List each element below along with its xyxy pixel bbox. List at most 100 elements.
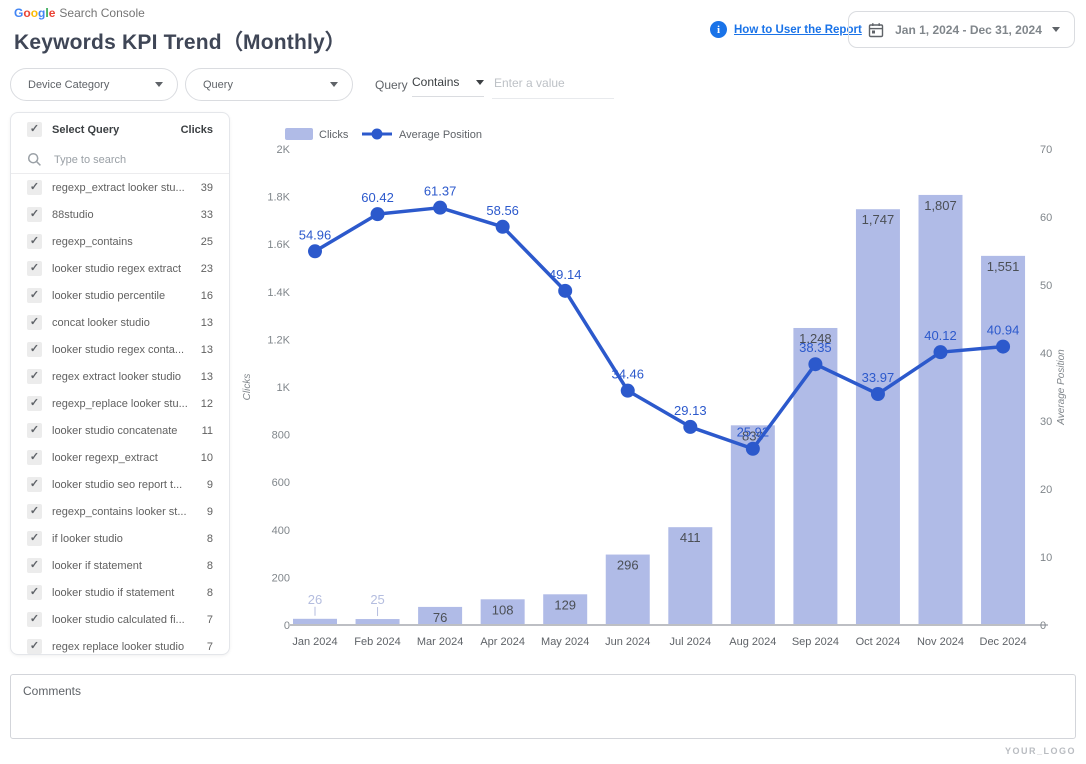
bar-may-2024[interactable] — [543, 594, 588, 625]
clicks-count: 23 — [200, 262, 213, 275]
info-icon[interactable]: i — [710, 21, 727, 38]
query-list-item[interactable]: ✓ if looker studio 8 — [11, 525, 229, 552]
bar-jan-2024[interactable] — [293, 618, 337, 625]
query-list-item[interactable]: ✓ looker studio percentile 16 — [11, 282, 229, 309]
item-checkbox[interactable]: ✓ — [27, 369, 42, 384]
bar-dec-2024[interactable] — [981, 255, 1026, 625]
line-value-label: 58.56 — [486, 203, 519, 218]
select-query-panel: ✓ Select Query Clicks ✓ regexp_extract lo… — [10, 112, 230, 655]
contains-operator-select[interactable]: Contains — [412, 68, 484, 97]
bar-oct-2024[interactable] — [855, 209, 900, 625]
item-checkbox[interactable]: ✓ — [27, 477, 42, 492]
bar-jun-2024[interactable] — [605, 554, 650, 625]
bar-value-label: 1,747 — [862, 212, 895, 227]
chevron-down-icon — [155, 82, 163, 87]
line-point-feb-2024[interactable] — [370, 207, 385, 222]
watermark-text: YOUR_LOGO — [1004, 746, 1076, 756]
google-search-console-logo: Google Search Console — [14, 6, 145, 20]
line-value-label: 60.42 — [361, 190, 394, 205]
query-label: looker studio calculated fi... — [52, 613, 185, 626]
item-checkbox[interactable]: ✓ — [27, 423, 42, 438]
item-checkbox[interactable]: ✓ — [27, 585, 42, 600]
query-list-item[interactable]: ✓ looker regexp_extract 10 — [11, 444, 229, 471]
line-value-label: 25.92 — [737, 425, 770, 440]
left-axis-tick: 1.8K — [267, 192, 290, 204]
line-point-jan-2024[interactable] — [308, 244, 322, 259]
item-checkbox[interactable]: ✓ — [27, 531, 42, 546]
bar-jul-2024[interactable] — [668, 527, 713, 625]
bar-value-label: 296 — [617, 558, 639, 573]
line-point-jun-2024[interactable] — [620, 383, 635, 398]
bar-feb-2024[interactable] — [355, 619, 400, 625]
legend-clicks-label: Clicks — [319, 129, 349, 141]
select-all-checkbox[interactable]: ✓ — [27, 122, 42, 137]
query-label: 88studio — [52, 208, 94, 221]
clicks-count: 8 — [206, 559, 213, 572]
query-filter-dropdown[interactable]: Query — [185, 68, 353, 101]
clicks-count: 39 — [200, 181, 213, 194]
item-checkbox[interactable]: ✓ — [27, 450, 42, 465]
item-checkbox[interactable]: ✓ — [27, 342, 42, 357]
clicks-count: 25 — [200, 235, 213, 248]
bar-sep-2024[interactable] — [793, 327, 838, 625]
left-axis-tick: 2K — [277, 144, 291, 156]
query-label: looker if statement — [52, 559, 142, 572]
line-point-jul-2024[interactable] — [683, 419, 698, 434]
line-value-label: 54.96 — [299, 227, 332, 242]
query-list-item[interactable]: ✓ regexp_replace looker stu... 12 — [11, 390, 229, 417]
line-point-aug-2024[interactable] — [745, 441, 760, 456]
item-checkbox[interactable]: ✓ — [27, 504, 42, 519]
line-point-mar-2024[interactable] — [433, 200, 448, 215]
item-checkbox[interactable]: ✓ — [27, 180, 42, 195]
item-checkbox[interactable]: ✓ — [27, 288, 42, 303]
clicks-count: 11 — [201, 424, 213, 437]
item-checkbox[interactable]: ✓ — [27, 207, 42, 222]
item-checkbox[interactable]: ✓ — [27, 261, 42, 276]
bar-nov-2024[interactable] — [918, 194, 963, 625]
line-point-apr-2024[interactable] — [495, 219, 510, 234]
query-list-item[interactable]: ✓ regexp_contains looker st... 9 — [11, 498, 229, 525]
query-search-input[interactable] — [52, 152, 213, 167]
query-list-item[interactable]: ✓ regex extract looker studio 13 — [11, 363, 229, 390]
item-checkbox[interactable]: ✓ — [27, 639, 42, 654]
query-list-item[interactable]: ✓ looker studio concatenate 11 — [11, 417, 229, 444]
line-point-may-2024[interactable] — [558, 283, 573, 298]
right-axis-tick: 0 — [1040, 620, 1046, 632]
item-checkbox[interactable]: ✓ — [27, 396, 42, 411]
query-list-item[interactable]: ✓ regexp_contains 25 — [11, 228, 229, 255]
item-checkbox[interactable]: ✓ — [27, 612, 42, 627]
query-label: looker studio percentile — [52, 289, 166, 302]
logo-product-name: Search Console — [59, 6, 145, 20]
calendar-icon — [867, 21, 885, 39]
query-list-item[interactable]: ✓ regex replace looker studio 7 — [11, 633, 229, 654]
comments-input[interactable]: Comments — [10, 674, 1076, 739]
left-axis-title: Clicks — [242, 374, 253, 401]
chevron-down-icon — [1052, 27, 1060, 32]
query-list-item[interactable]: ✓ looker studio regex conta... 13 — [11, 336, 229, 363]
query-list-item[interactable]: ✓ regexp_extract looker stu... 39 — [11, 174, 229, 201]
query-value-input[interactable] — [492, 68, 614, 99]
logo-letter: e — [48, 6, 56, 20]
query-list-item[interactable]: ✓ looker studio regex extract 23 — [11, 255, 229, 282]
line-point-nov-2024[interactable] — [933, 345, 948, 360]
query-list-item[interactable]: ✓ concat looker studio 13 — [11, 309, 229, 336]
bar-mar-2024[interactable] — [418, 606, 463, 625]
line-point-oct-2024[interactable] — [870, 387, 885, 402]
line-point-sep-2024[interactable] — [808, 357, 823, 372]
device-category-filter[interactable]: Device Category — [10, 68, 178, 101]
bar-apr-2024[interactable] — [480, 599, 525, 625]
date-range-picker[interactable]: Jan 1, 2024 - Dec 31, 2024 — [848, 11, 1075, 48]
item-checkbox[interactable]: ✓ — [27, 558, 42, 573]
query-list-item[interactable]: ✓ 88studio 33 — [11, 201, 229, 228]
bar-value-label: 76 — [433, 610, 447, 625]
query-list-item[interactable]: ✓ looker if statement 8 — [11, 552, 229, 579]
how-to-use-link[interactable]: How to User the Report — [734, 23, 862, 36]
line-point-dec-2024[interactable] — [996, 339, 1011, 354]
query-list-item[interactable]: ✓ looker studio calculated fi... 7 — [11, 606, 229, 633]
query-list-item[interactable]: ✓ looker studio seo report t... 9 — [11, 471, 229, 498]
query-list-item[interactable]: ✓ looker studio if statement 8 — [11, 579, 229, 606]
legend-avg-position-label: Average Position — [399, 129, 482, 141]
bar-aug-2024[interactable] — [730, 425, 775, 625]
item-checkbox[interactable]: ✓ — [27, 234, 42, 249]
item-checkbox[interactable]: ✓ — [27, 315, 42, 330]
